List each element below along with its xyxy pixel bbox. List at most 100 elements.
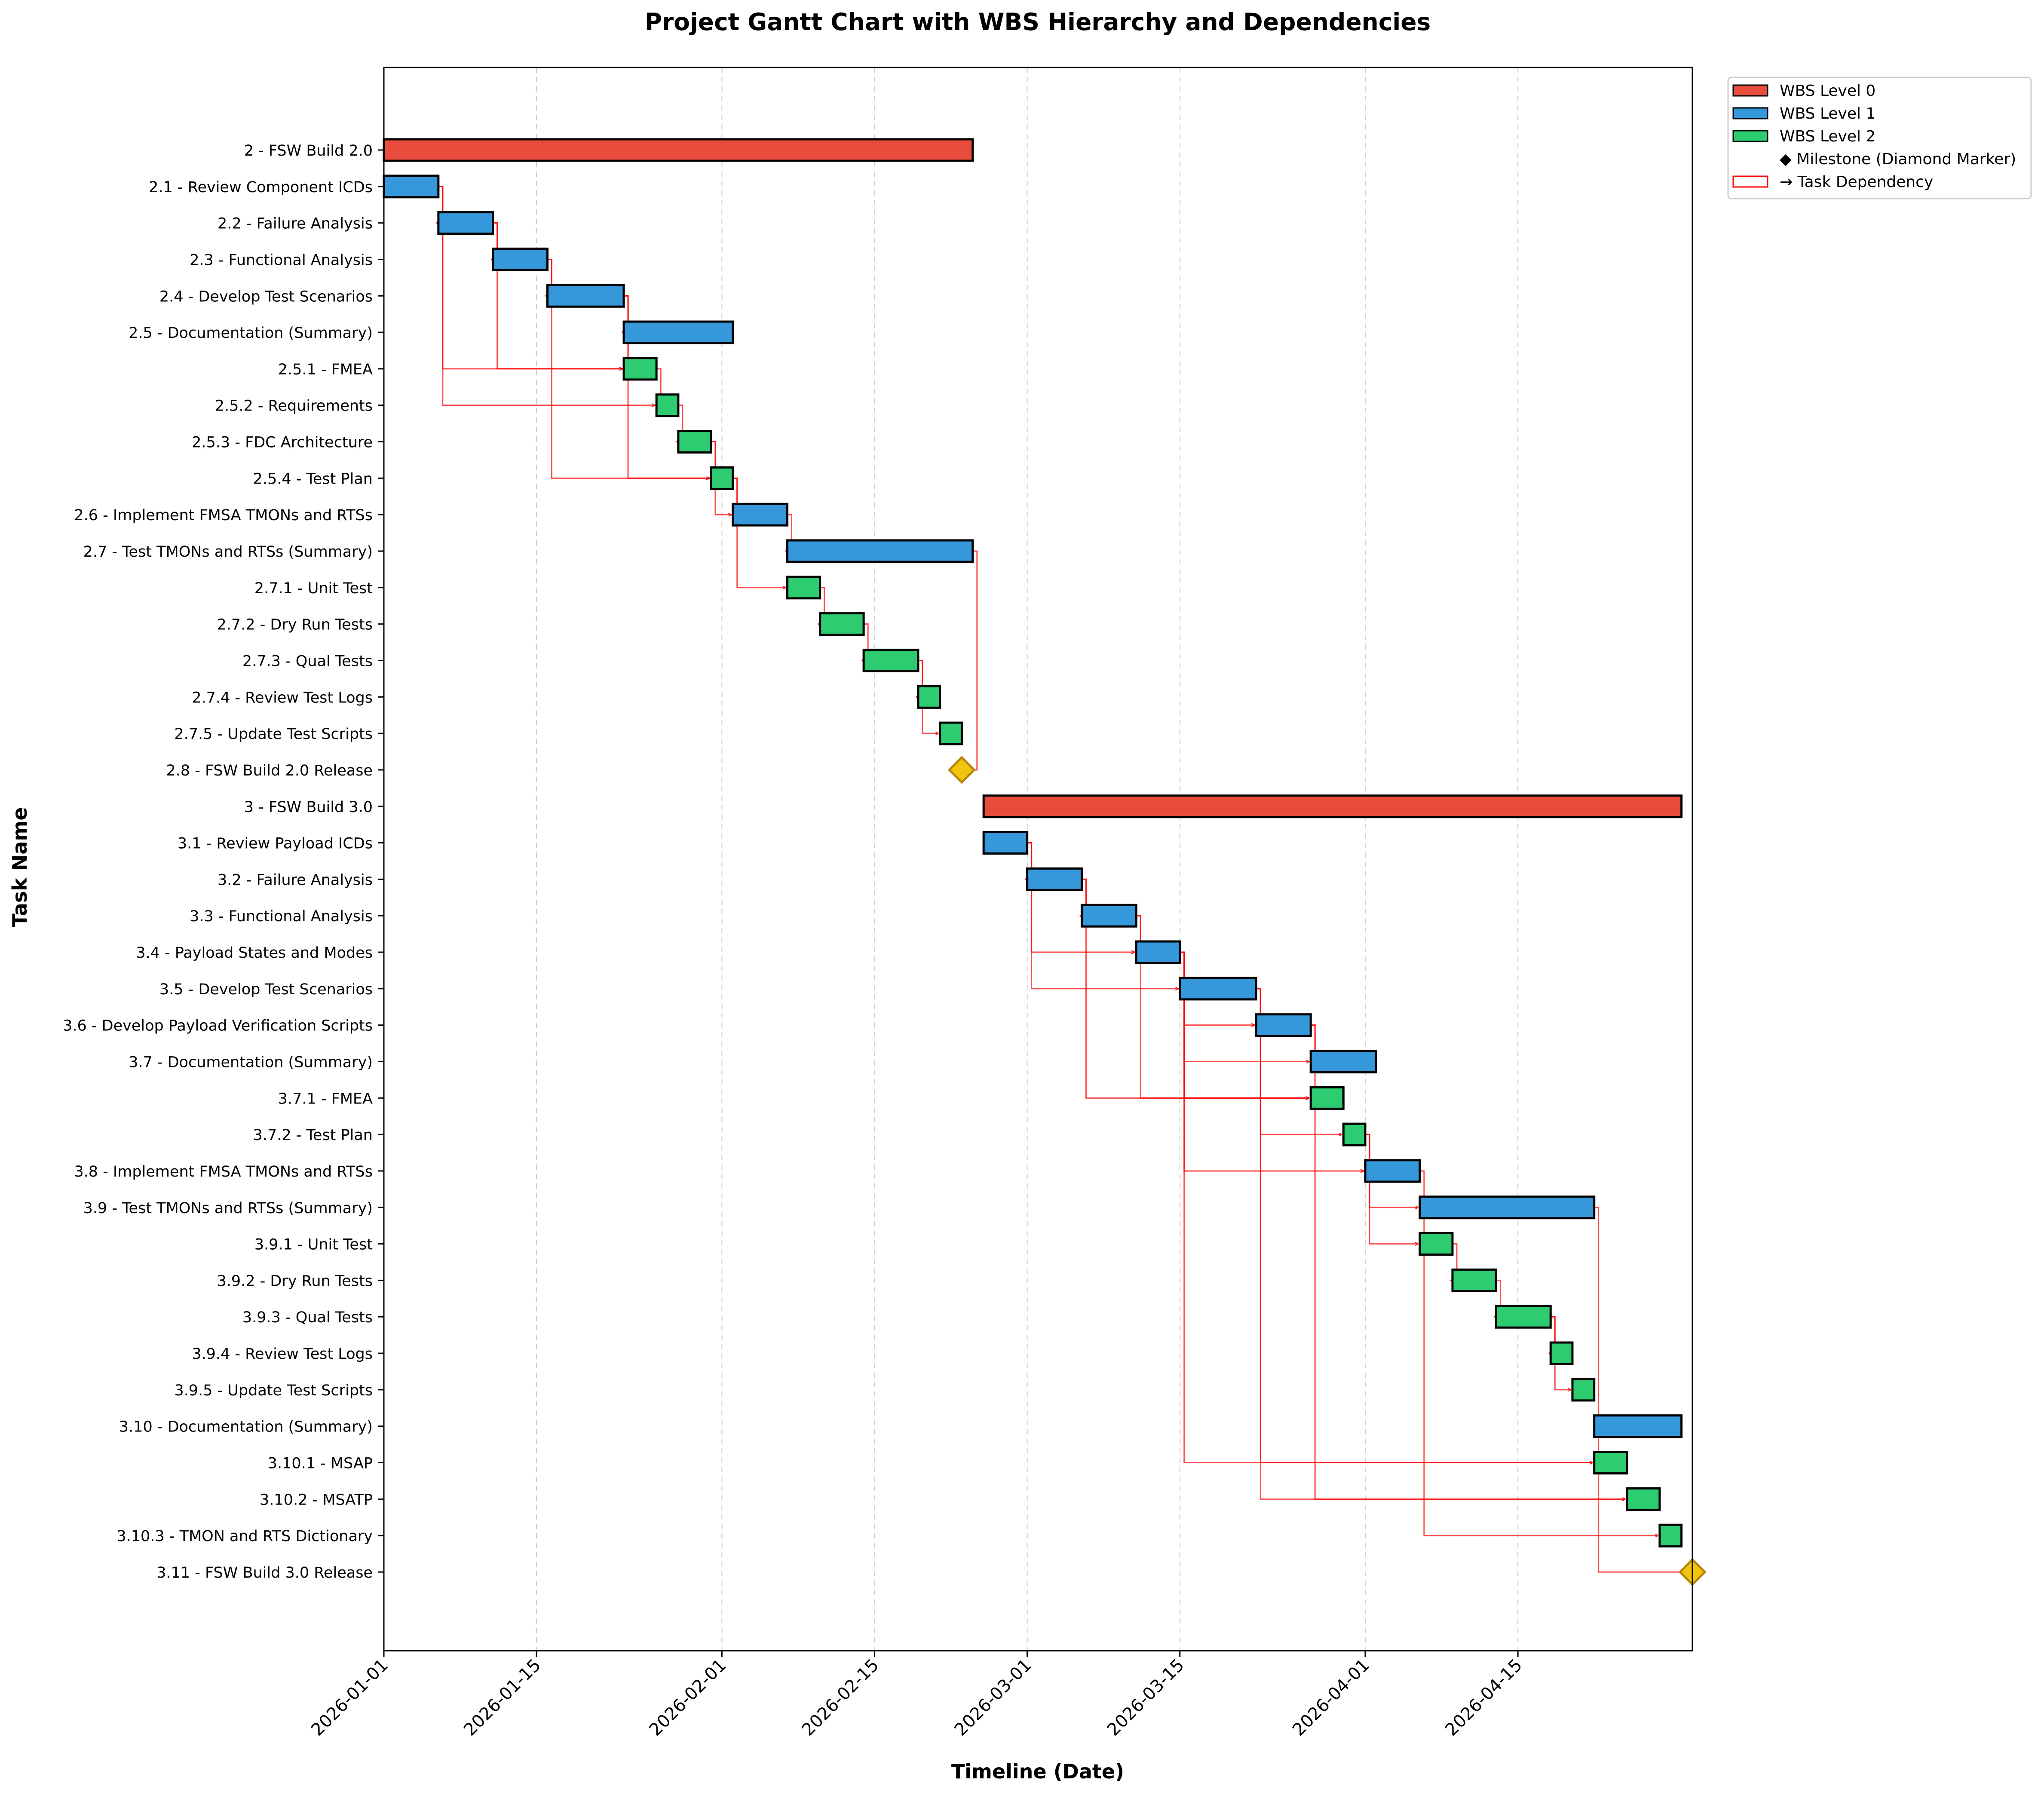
task-bars — [383, 138, 1707, 1586]
bar-3-9-4 — [1549, 1341, 1574, 1365]
task-label-2-7-3: 2.7.3 - Qual Tests — [242, 653, 373, 670]
task-label-3-7-1: 3.7.1 - FMEA — [278, 1090, 373, 1107]
legend-label: WBS Level 1 — [1780, 105, 1875, 123]
bar-2-7 — [786, 539, 974, 563]
bar-3 — [982, 794, 1683, 818]
task-label-3-10-3: 3.10.3 - TMON and RTS Dictionary — [116, 1528, 373, 1545]
task-label-2-5-3: 2.5.3 - FDC Architecture — [192, 434, 373, 451]
task-label-2-7-4: 2.7.4 - Review Test Logs — [192, 689, 373, 706]
bar-3-3 — [1080, 904, 1137, 928]
legend-swatch — [1732, 84, 1768, 97]
task-label-3-9-3: 3.9.3 - Qual Tests — [242, 1309, 373, 1326]
task-label-2-5-4: 2.5.4 - Test Plan — [253, 470, 373, 487]
task-label-3-5: 3.5 - Develop Test Scenarios — [159, 981, 373, 998]
bar-3-9-2 — [1451, 1268, 1497, 1292]
task-label-3-4: 3.4 - Payload States and Modes — [136, 944, 373, 962]
task-label-2-4: 2.4 - Develop Test Scenarios — [159, 288, 373, 305]
task-label-2-7-1: 2.7.1 - Unit Test — [254, 580, 373, 597]
legend-swatch — [1732, 130, 1768, 142]
task-label-2-7-5: 2.7.5 - Update Test Scripts — [174, 726, 373, 743]
bar-2-2 — [437, 211, 494, 235]
bar-3-10-1 — [1593, 1451, 1628, 1475]
task-label-3-8: 3.8 - Implement FMSA TMONs and RTSs — [74, 1163, 373, 1180]
task-label-3-10-1: 3.10.1 - MSAP — [268, 1455, 373, 1472]
legend-label: WBS Level 2 — [1780, 128, 1875, 145]
task-label-2-1: 2.1 - Review Component ICDs — [149, 179, 373, 196]
dependency-3-9-to-3-11 — [1594, 1207, 1691, 1572]
plot-area-frame — [383, 67, 1693, 1652]
bar-2-6 — [732, 503, 789, 527]
bar-2-7-5 — [939, 721, 963, 745]
bar-3-7 — [1309, 1050, 1377, 1073]
bar-2-7-4 — [917, 685, 941, 709]
legend-label: ◆ Milestone (Diamond Marker) — [1780, 150, 2016, 168]
bar-3-10 — [1593, 1414, 1683, 1438]
task-label-3: 3 - FSW Build 3.0 — [244, 799, 373, 816]
task-label-3-10: 3.10 - Documentation (Summary) — [119, 1419, 373, 1436]
bar-3-9-5 — [1571, 1378, 1596, 1402]
task-label-3-7: 3.7 - Documentation (Summary) — [129, 1054, 373, 1071]
task-label-3-1: 3.1 - Review Payload ICDs — [178, 835, 373, 852]
bar-3-5 — [1179, 977, 1257, 1001]
bar-2-5-4 — [710, 466, 734, 490]
task-label-3-9-5: 3.9.5 - Update Test Scripts — [174, 1382, 373, 1399]
bar-2-3 — [492, 247, 549, 271]
bar-2-5-2 — [655, 393, 680, 417]
task-label-3-9-1: 3.9.1 - Unit Test — [254, 1236, 373, 1254]
task-label-2-5: 2.5 - Documentation (Summary) — [129, 325, 373, 342]
bar-2-5 — [622, 320, 734, 344]
task-label-3-6: 3.6 - Develop Payload Verification Scrip… — [63, 1018, 373, 1035]
bar-3-6 — [1255, 1013, 1312, 1037]
y-tick-labels: 2 - FSW Build 2.0 2.1 - Review Component … — [63, 142, 384, 1582]
bar-3-10-2 — [1626, 1487, 1661, 1511]
task-label-2-2: 2.2 - Failure Analysis — [218, 215, 373, 233]
dependency-2-5-4-to-2-7-1 — [732, 477, 786, 587]
bar-3-4 — [1135, 940, 1181, 964]
bar-3-7-2 — [1342, 1122, 1367, 1146]
task-label-2-6: 2.6 - Implement FMSA TMONs and RTSs — [74, 507, 373, 524]
bar-3-8 — [1364, 1159, 1421, 1183]
legend-swatch — [1732, 175, 1768, 188]
bar-2 — [383, 138, 974, 162]
task-label-3-7-2: 3.7.2 - Test Plan — [253, 1127, 373, 1144]
task-label-3-9: 3.9 - Test TMONs and RTSs (Summary) — [83, 1200, 373, 1217]
grid-lines — [536, 67, 1519, 1651]
task-label-3-2: 3.2 - Failure Analysis — [218, 871, 373, 889]
x-axis-label: Timeline (Date) — [951, 1760, 1124, 1783]
legend: WBS Level 0 WBS Level 1 WBS Level 2 ◆ Miles… — [1727, 77, 2032, 199]
task-label-2-7-2: 2.7.2 - Dry Run Tests — [217, 616, 373, 634]
bar-2-5-3 — [677, 430, 712, 454]
task-label-2-5-1: 2.5.1 - FMEA — [278, 361, 373, 378]
bar-2-7-1 — [786, 576, 821, 600]
dependency-2-2-to-2-5-1 — [493, 222, 622, 369]
bar-2-7-2 — [819, 612, 865, 636]
legend-box — [1727, 77, 2032, 199]
bar-3-1 — [982, 831, 1029, 855]
legend-swatch — [1732, 107, 1768, 120]
task-label-3-9-2: 3.9.2 - Dry Run Tests — [217, 1272, 373, 1290]
task-label-3-9-4: 3.9.4 - Review Test Logs — [192, 1346, 373, 1363]
legend-label: → Task Dependency — [1780, 173, 1933, 191]
task-label-3-3: 3.3 - Functional Analysis — [190, 908, 373, 925]
dependency-3-8-to-3-10-3 — [1419, 1170, 1658, 1536]
bar-3-9-3 — [1495, 1305, 1552, 1329]
bar-3-2 — [1026, 867, 1083, 891]
task-label-2-5-2: 2.5.2 - Requirements — [215, 398, 373, 415]
bar-3-9-1 — [1419, 1232, 1454, 1256]
task-label-3-11: 3.11 - FSW Build 3.0 Release — [156, 1564, 373, 1582]
legend-label: WBS Level 0 — [1780, 82, 1875, 100]
dependency-2-4-to-2-5-4 — [624, 295, 709, 478]
bar-2-7-3 — [862, 648, 919, 672]
task-label-3-10-2: 3.10.2 - MSATP — [260, 1491, 373, 1508]
bar-2-1 — [383, 175, 440, 199]
dependency-2-1-to-2-5-2 — [438, 186, 655, 405]
bar-2-4 — [546, 284, 625, 308]
milestone-2-8 — [947, 756, 976, 784]
task-label-2-8: 2.8 - FSW Build 2.0 Release — [166, 762, 373, 779]
y-axis-label: Task Name — [8, 807, 31, 927]
task-label-2-7: 2.7 - Test TMONs and RTSs (Summary) — [83, 543, 373, 561]
bar-2-5-1 — [622, 357, 658, 381]
bar-3-7-1 — [1309, 1086, 1345, 1110]
